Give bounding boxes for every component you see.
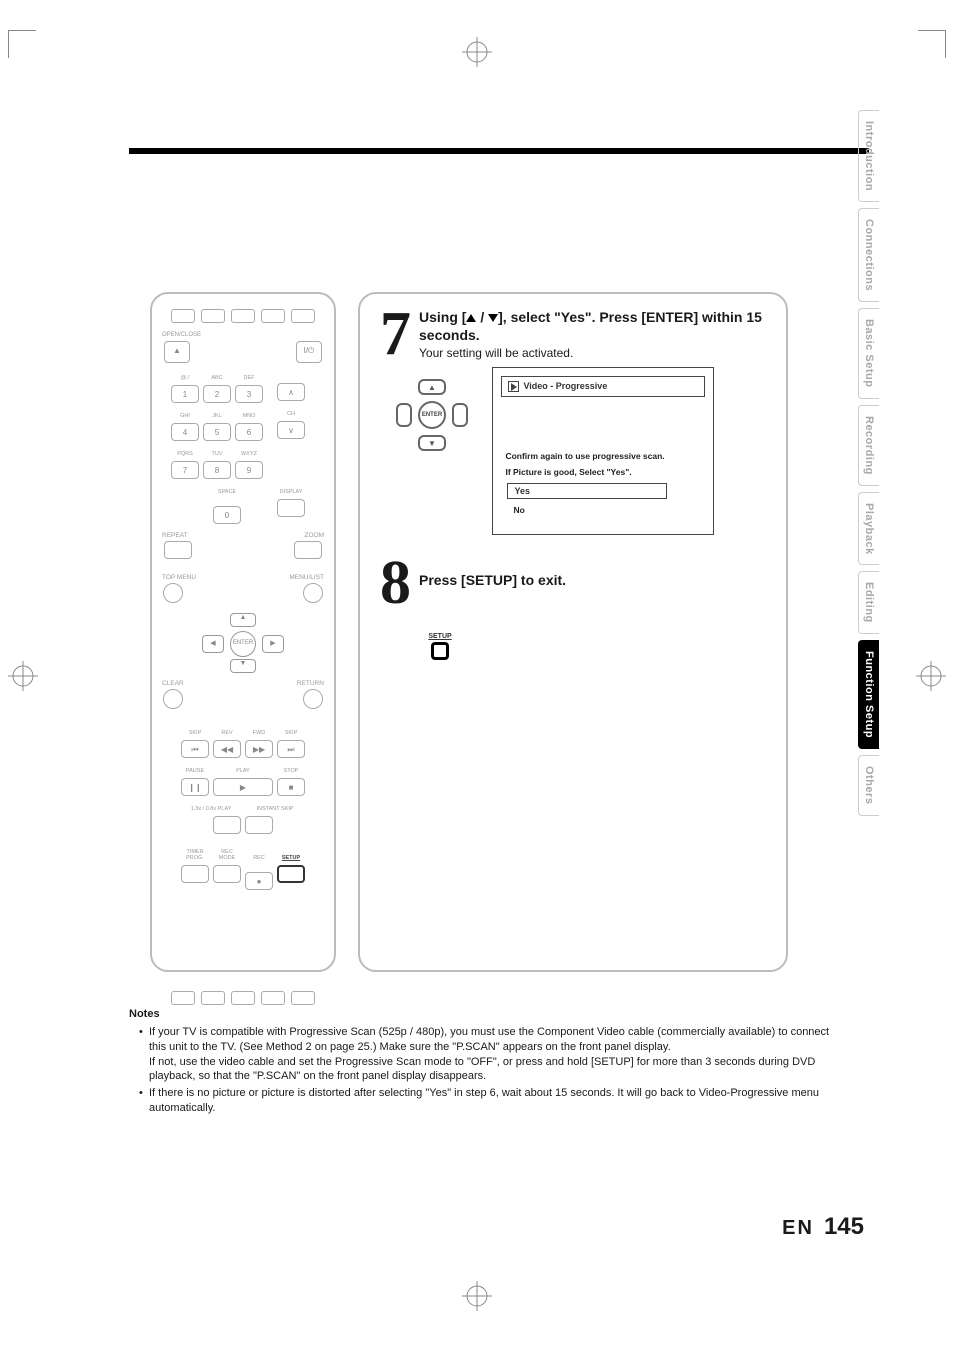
osd-title: Video - Progressive xyxy=(501,376,705,397)
section-tab: Function Setup xyxy=(858,640,879,749)
registration-mark-left xyxy=(8,661,38,691)
crop-mark xyxy=(918,30,946,58)
section-tab: Recording xyxy=(858,405,879,486)
registration-mark-bottom xyxy=(462,1281,492,1311)
steps-panel: 7 Using [ / ], select "Yes". Press [ENTE… xyxy=(358,292,788,972)
osd-option-yes: Yes xyxy=(507,483,667,499)
section-tab: Others xyxy=(858,755,879,815)
step7-subtext: Your setting will be activated. xyxy=(380,346,766,360)
section-tab: Editing xyxy=(858,571,879,634)
section-tab: Playback xyxy=(858,492,879,566)
osd-option-no: No xyxy=(513,505,701,515)
osd-dialog: Video - Progressive Confirm again to use… xyxy=(492,367,714,535)
section-tab: Connections xyxy=(858,208,879,302)
notes-heading: Notes xyxy=(129,1007,849,1022)
section-tabs: Introduction Connections Basic Setup Record… xyxy=(858,110,886,822)
setup-button-illustration: SETUP xyxy=(420,633,460,660)
down-triangle-icon xyxy=(488,314,498,322)
step-number-8: 8 xyxy=(380,557,411,610)
remote-illustration: OPEN/CLOSE ▲ I/⏻ @./ABCDEF 123 GHIJKLMNO… xyxy=(150,292,336,972)
section-tab: Basic Setup xyxy=(858,308,879,398)
label-open-close: OPEN/CLOSE xyxy=(162,332,324,338)
registration-mark-top xyxy=(462,37,492,67)
section-tab: Introduction xyxy=(858,110,879,202)
osd-message-1: Confirm again to use progressive scan. xyxy=(505,451,701,461)
registration-mark-right xyxy=(916,661,946,691)
step-7: 7 Using [ / ], select "Yes". Press [ENTE… xyxy=(380,308,766,535)
step-number-7: 7 xyxy=(380,308,411,361)
crop-mark xyxy=(8,30,36,58)
step7-heading: Using [ / ], select "Yes". Press [ENTER]… xyxy=(380,308,766,344)
eject-button: ▲ xyxy=(164,341,190,363)
step-8: 8 Press [SETUP] to exit. SETUP xyxy=(380,557,766,661)
notes-list: If your TV is compatible with Progressiv… xyxy=(129,1025,849,1116)
step8-heading: Press [SETUP] to exit. xyxy=(380,557,766,589)
play-icon xyxy=(508,381,519,392)
up-triangle-icon xyxy=(466,314,476,322)
enter-dpad-illustration: ▲ ▼ ENTER xyxy=(396,379,468,451)
notes-section: Notes If your TV is compatible with Prog… xyxy=(129,1007,849,1118)
osd-message-2: If Picture is good, Select "Yes". xyxy=(505,467,701,477)
power-button: I/⏻ xyxy=(296,341,322,363)
header-rule xyxy=(129,148,869,154)
page-number: EN145 xyxy=(782,1213,864,1241)
dpad: ▲ ▼ ◀ ▶ ENTER xyxy=(198,613,288,673)
manual-page: Introduction Connections Basic Setup Record… xyxy=(0,0,954,1351)
note-item: If there is no picture or picture is dis… xyxy=(139,1086,849,1116)
note-item: If your TV is compatible with Progressiv… xyxy=(139,1025,849,1084)
